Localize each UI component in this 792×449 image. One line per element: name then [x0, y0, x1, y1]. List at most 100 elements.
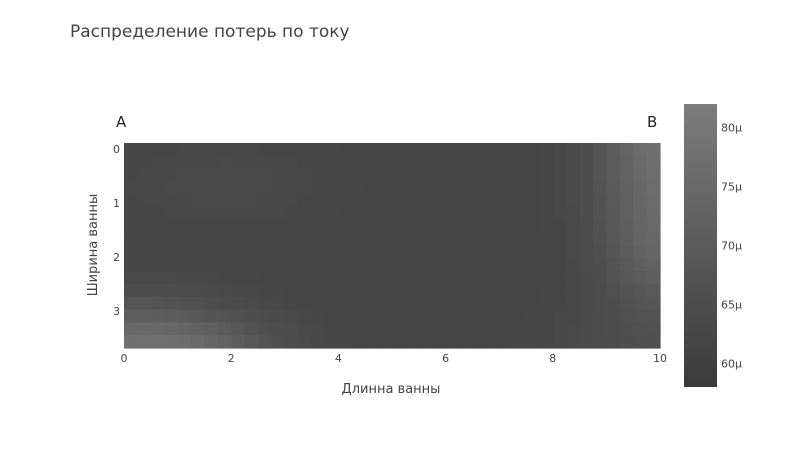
heatmap-cell	[204, 322, 219, 336]
heatmap-cell	[177, 322, 192, 336]
heatmap-cell	[445, 207, 460, 221]
heatmap-cell	[164, 194, 179, 208]
heatmap-cell	[512, 194, 527, 208]
heatmap-cell	[351, 309, 366, 323]
heatmap-cell	[472, 168, 487, 183]
colorbar-ticks: 60μ 65μ 70μ 75μ 80μ	[721, 122, 742, 371]
heatmap-cell	[325, 143, 339, 157]
heatmap-cell	[177, 245, 192, 259]
heatmap-cell	[231, 245, 246, 259]
heatmap-cell	[231, 296, 246, 311]
heatmap-cell	[579, 155, 594, 170]
heatmap-cell	[124, 194, 138, 208]
heatmap-cell	[164, 296, 179, 311]
heatmap-cell	[593, 232, 607, 247]
heatmap-cell	[338, 143, 353, 157]
heatmap-cell	[445, 232, 460, 247]
heatmap-cell	[459, 258, 473, 272]
heatmap-cell	[164, 219, 179, 234]
heatmap-cell	[405, 271, 420, 285]
heatmap-cell	[338, 155, 353, 170]
heatmap-cell	[606, 143, 621, 157]
heatmap-cell	[646, 181, 661, 195]
heatmap-cell	[619, 168, 634, 183]
heatmap-cell	[378, 296, 393, 311]
heatmap-cell	[539, 258, 554, 272]
heatmap-cell	[311, 155, 326, 170]
heatmap-cell	[311, 271, 326, 285]
heatmap-cell	[325, 168, 339, 183]
heatmap-cell	[244, 309, 259, 323]
heatmap-cell	[405, 322, 420, 336]
heatmap-cell	[485, 335, 500, 349]
heatmap-cell	[418, 283, 433, 298]
heatmap-cell	[539, 335, 554, 349]
heatmap-cell	[392, 155, 406, 170]
heatmap-cell	[593, 245, 607, 259]
heatmap-cell	[606, 309, 621, 323]
heatmap-cell	[325, 309, 339, 323]
heatmap-cell	[392, 194, 406, 208]
heatmap-cell	[485, 181, 500, 195]
heatmap-cell	[150, 181, 165, 195]
heatmap-cell	[177, 296, 192, 311]
heatmap-cell	[472, 322, 487, 336]
heatmap-cell	[633, 168, 648, 183]
heatmap-cell	[378, 335, 393, 349]
heatmap-cell	[566, 207, 581, 221]
heatmap-cell	[231, 322, 246, 336]
heatmap-cell	[405, 181, 420, 195]
heatmap-cell	[539, 245, 554, 259]
heatmap-cell	[485, 155, 500, 170]
heatmap-cell	[593, 271, 607, 285]
heatmap-cell	[351, 194, 366, 208]
heatmap-cell	[485, 258, 500, 272]
heatmap-cell	[204, 168, 219, 183]
heatmap-cell	[619, 143, 634, 157]
heatmap-cell	[405, 296, 420, 311]
heatmap-cell	[539, 155, 554, 170]
corner-label-b: B	[647, 113, 657, 131]
heatmap-cell	[539, 296, 554, 311]
heatmap-cell	[298, 219, 313, 234]
heatmap-cell	[325, 245, 339, 259]
heatmap-cell	[606, 181, 621, 195]
heatmap-cell	[619, 335, 634, 349]
heatmap-cell	[512, 168, 527, 183]
heatmap-cell	[217, 207, 232, 221]
heatmap-cell	[298, 194, 313, 208]
heatmap-cell	[512, 245, 527, 259]
heatmap-cell	[552, 283, 567, 298]
heatmap-cell	[271, 335, 286, 349]
heatmap-cell	[150, 207, 165, 221]
heatmap-cell	[217, 168, 232, 183]
heatmap-cell	[231, 309, 246, 323]
heatmap-cell	[418, 143, 433, 157]
heatmap-cell	[204, 194, 219, 208]
heatmap-cell	[512, 219, 527, 234]
heatmap-cell	[338, 271, 353, 285]
heatmap-cell	[646, 309, 661, 323]
heatmap-cell	[405, 232, 420, 247]
heatmap-cell	[633, 245, 648, 259]
heatmap-cell	[579, 181, 594, 195]
heatmap-cell	[392, 335, 406, 349]
heatmap-cell	[137, 296, 152, 311]
heatmap-cell	[378, 207, 393, 221]
heatmap-cell	[164, 168, 179, 183]
heatmap-cell	[258, 258, 272, 272]
heatmap-cell	[311, 309, 326, 323]
heatmap-cell	[231, 219, 246, 234]
heatmap-cell	[191, 322, 205, 336]
heatmap-cell	[593, 143, 607, 157]
heatmap-cell	[217, 232, 232, 247]
heatmap-cell	[258, 219, 272, 234]
heatmap-cell	[552, 155, 567, 170]
heatmap-cell	[351, 219, 366, 234]
heatmap-cell	[150, 245, 165, 259]
heatmap-cell	[365, 194, 380, 208]
heatmap-cell	[365, 322, 380, 336]
heatmap-cell	[499, 207, 514, 221]
heatmap-cell	[512, 232, 527, 247]
heatmap-cell	[150, 271, 165, 285]
